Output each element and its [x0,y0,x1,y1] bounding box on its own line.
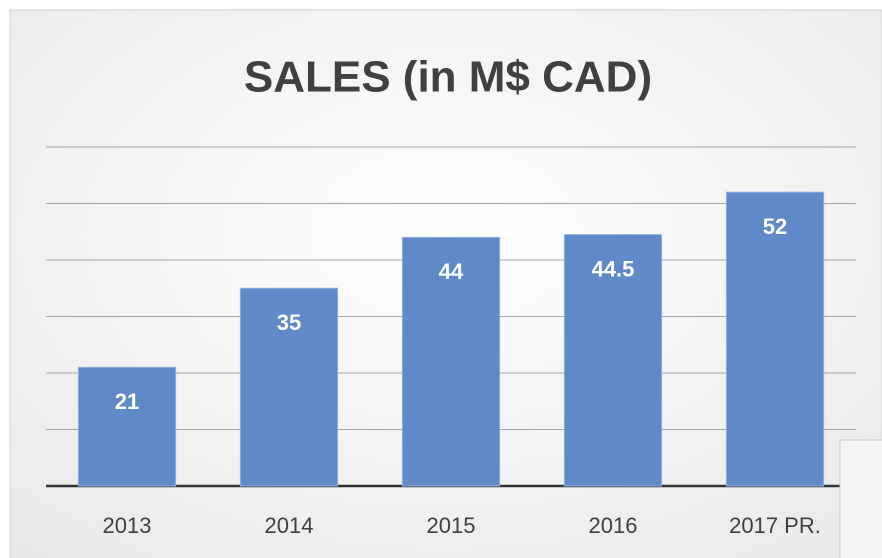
x-tick-label: 2017 PR. [729,513,821,538]
value-label: 44 [439,259,464,284]
value-label: 21 [115,389,139,414]
bar [563,234,663,487]
value-label: 44.5 [592,256,635,281]
bar [239,287,339,487]
x-tick-label: 2015 [427,513,476,538]
bar [401,236,501,487]
overlay-panel [839,439,882,558]
x-tick-label: 2014 [265,513,314,538]
value-label: 52 [763,214,787,239]
bar [77,366,177,487]
chart-title: SALES (in M$ CAD) [244,53,652,102]
value-label: 35 [277,310,301,335]
bar [725,191,825,487]
x-tick-label: 2013 [103,513,152,538]
x-tick-label: 2016 [589,513,638,538]
